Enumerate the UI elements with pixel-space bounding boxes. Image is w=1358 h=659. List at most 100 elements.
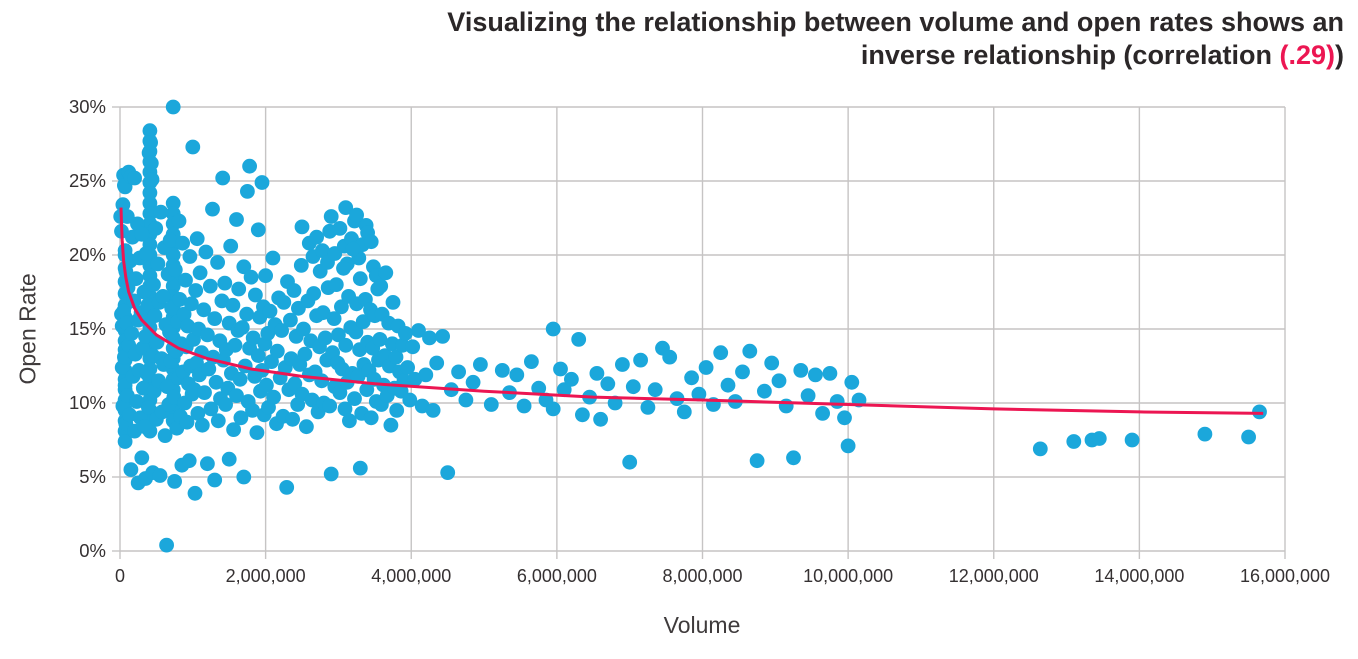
scatter-point [844, 374, 860, 390]
scatter-point [236, 469, 252, 485]
scatter-point [139, 366, 155, 381]
scatter-point [210, 255, 226, 270]
scatter-point [524, 354, 539, 369]
scatter-point [698, 360, 714, 375]
scatter-point [225, 297, 241, 313]
scatter-point [593, 411, 608, 427]
scatter-point [691, 386, 707, 402]
scatter-point [422, 330, 437, 346]
scatter-point [322, 398, 338, 414]
scatter-point [398, 326, 413, 341]
scatter-point [735, 364, 750, 380]
scatter-point [385, 295, 401, 310]
scatter-point [116, 303, 131, 319]
scatter-point [138, 329, 153, 344]
scatter-point [1124, 432, 1140, 448]
scatter-point [283, 312, 298, 328]
scatter-point [363, 234, 379, 250]
scatter-point [248, 287, 263, 303]
scatter-point [345, 241, 361, 257]
y-tick-label: 20% [69, 244, 106, 265]
scatter-point [389, 403, 405, 418]
scatter-point [274, 323, 289, 338]
scatter-point [338, 200, 354, 216]
scatter-point [144, 172, 160, 187]
scatter-point [383, 417, 399, 433]
scatter-point [179, 414, 195, 430]
scatter-point [162, 232, 178, 248]
scatter-point [202, 278, 218, 294]
y-tick-label: 30% [69, 96, 106, 117]
scatter-point [370, 281, 386, 297]
scatter-point [115, 197, 131, 213]
scatter-point [223, 238, 239, 254]
scatter-point [192, 265, 208, 281]
scatter-point [142, 206, 158, 222]
scatter-point [259, 377, 274, 393]
scatter-point [153, 204, 169, 220]
scatter-point [128, 271, 144, 287]
scatter-point [556, 382, 572, 398]
scatter-point [465, 374, 481, 390]
scatter-point [1197, 426, 1213, 442]
scatter-point [239, 306, 255, 322]
scatter-point [633, 352, 648, 368]
y-tick-label: 5% [79, 466, 106, 487]
scatter-point [266, 389, 281, 405]
scatter-point [509, 367, 525, 383]
scatter-point [176, 306, 192, 322]
scatter-point [226, 422, 242, 437]
scatter-point [332, 221, 348, 236]
scatter-point [615, 357, 630, 372]
scatter-point [205, 201, 220, 217]
scatter-point [203, 401, 219, 417]
scatter-point [152, 468, 168, 483]
scatter-point [210, 413, 226, 429]
scatter-point [245, 330, 261, 346]
scatter-point [332, 385, 348, 400]
scatter-point [808, 367, 823, 383]
scatter-point [187, 485, 203, 501]
scatter-point [334, 299, 349, 315]
scatter-point [197, 385, 212, 400]
scatter-point [589, 366, 605, 381]
trend-line [119, 207, 1264, 415]
chart-title-line1: Visualizing the relationship between vol… [447, 7, 1344, 37]
scatter-point [359, 382, 375, 398]
scatter-point [182, 249, 198, 264]
scatter-point [553, 361, 568, 377]
scatter-point [299, 419, 314, 435]
scatter-point [167, 262, 183, 278]
scatter-point [141, 400, 156, 415]
scatter-point [494, 363, 510, 378]
scatter-point [757, 383, 772, 399]
scatter-point [306, 286, 322, 301]
scatter-point [227, 337, 243, 353]
scatter-point [625, 379, 641, 395]
scatter-point [363, 410, 379, 426]
scatter-point [286, 283, 302, 298]
x-tick-label: 14,000,000 [1094, 566, 1184, 586]
scatter-point [293, 258, 309, 273]
scatter-point [162, 324, 177, 340]
scatter-point [249, 425, 265, 440]
scatter-point [234, 320, 250, 335]
scatter-point [483, 397, 499, 412]
scatter-point [175, 235, 191, 251]
scatter-point [240, 184, 255, 199]
x-tick-label: 16,000,000 [1240, 566, 1330, 586]
scatter-point [165, 99, 181, 115]
scatter-point [837, 410, 852, 426]
scatter-point [134, 226, 150, 242]
scatter-point [140, 297, 156, 313]
scatter-point [545, 401, 561, 417]
scatter-point [378, 265, 394, 281]
scatter-point [778, 398, 794, 414]
scatter-point [571, 332, 587, 347]
scatter-point [250, 222, 266, 238]
scatter-point [545, 321, 561, 337]
scatter-point [243, 269, 259, 285]
scatter-point [150, 256, 166, 272]
scatter-point [662, 349, 678, 365]
scatter-point [138, 246, 154, 261]
